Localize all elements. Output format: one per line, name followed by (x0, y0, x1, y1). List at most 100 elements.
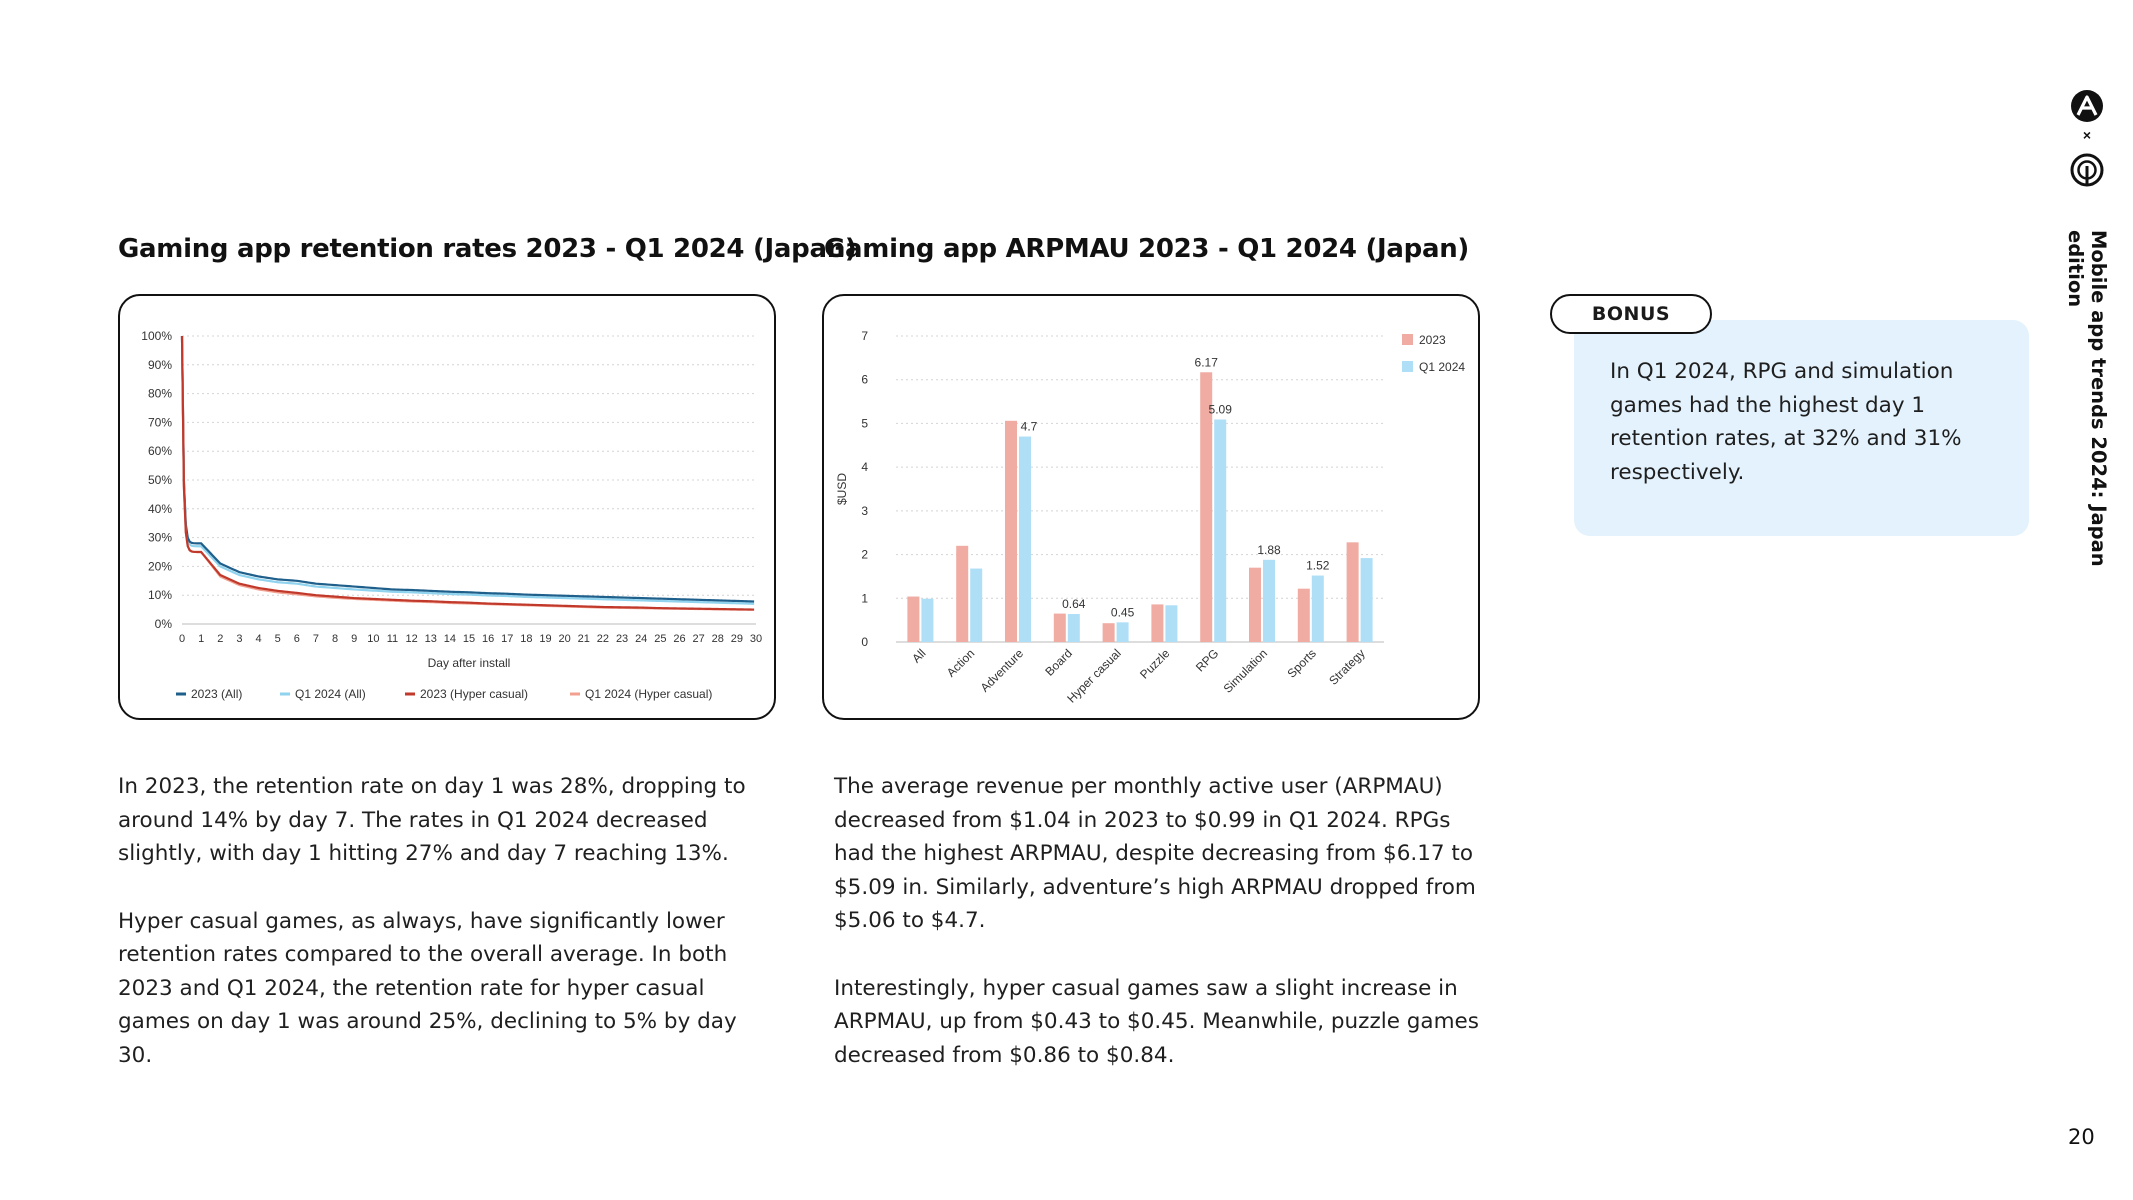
x-tick-label: 28 (712, 633, 724, 645)
legend-label: Q1 2024 (Hyper casual) (585, 687, 712, 701)
x-tick-label: 4 (255, 633, 261, 645)
bar-value-label: 1.52 (1306, 559, 1330, 573)
series-line (180, 335, 755, 611)
bar (1019, 436, 1031, 642)
x-tick-label: 24 (635, 633, 647, 645)
bar-value-label: 0.64 (1062, 597, 1086, 611)
bar-value-label: 0.45 (1111, 605, 1135, 619)
legend-label: 2023 (All) (191, 687, 242, 701)
y-tick-label: 0% (155, 617, 173, 631)
x-tick-label: 14 (444, 633, 456, 645)
x-tick-label: 19 (539, 633, 551, 645)
bar (970, 568, 983, 642)
x-tick-label: 9 (351, 633, 357, 645)
y-tick-label: 90% (148, 358, 172, 372)
x-tick-label: 27 (692, 633, 704, 645)
arpmau-chart-title: Gaming app ARPMAU 2023 - Q1 2024 (Japan) (824, 234, 1470, 264)
bar-value-label: 6.17 (1195, 355, 1219, 369)
x-tick-label: 23 (616, 633, 628, 645)
page-number: 20 (2068, 1125, 2095, 1149)
bar (1165, 605, 1178, 642)
y-tick-label: 80% (148, 387, 172, 401)
x-tick-label: 6 (294, 633, 300, 645)
bar (956, 545, 969, 642)
x-tick-label: Puzzle (1137, 646, 1173, 682)
x-tick-label: Strategy (1326, 646, 1368, 688)
retention-line-chart: 0%10%20%30%40%50%60%70%80%90%100%0 1 2 3 4 5 6… (141, 329, 762, 701)
bar (1102, 623, 1115, 642)
retention-description: In 2023, the retention rate on day 1 was… (118, 770, 768, 1106)
brand-logos: × (2064, 88, 2110, 193)
x-tick-label: 7 (313, 633, 319, 645)
x-tick-label: 11 (387, 633, 398, 645)
x-tick-label: 29 (731, 633, 743, 645)
bar (1200, 372, 1213, 642)
bar-value-label: 1.88 (1257, 543, 1281, 557)
y-tick-label: 30% (148, 531, 172, 545)
x-tick-label: 1 (198, 633, 204, 645)
x-tick-label: 16 (482, 633, 494, 645)
x-tick-label: 2 (217, 633, 223, 645)
bar-value-label: 5.09 (1209, 402, 1233, 416)
adjust-logo-icon (2071, 90, 2103, 122)
x-tick-label: Adventure (978, 646, 1027, 695)
legend-swatch (1402, 361, 1413, 372)
arpmau-bar-chart: 0 1 2 3 4 5 6 7 $USD All Action 4.7 Adventure 0.64 Boa… (835, 329, 1465, 706)
bar (1053, 613, 1066, 642)
x-tick-label: 10 (367, 633, 379, 645)
bar (1346, 542, 1359, 642)
x-tick-label: 22 (597, 633, 609, 645)
arpmau-description: The average revenue per monthly active u… (834, 770, 1484, 1106)
bar (1311, 575, 1324, 642)
bar (1249, 567, 1261, 642)
bonus-badge: BONUS (1550, 294, 1712, 334)
bar (907, 596, 920, 642)
x-tick-label: 20 (559, 633, 571, 645)
y-tick-label: 5 (861, 416, 868, 430)
x-tick-label: 21 (578, 633, 590, 645)
y-tick-label: 60% (148, 444, 172, 458)
partner-logo-icon (2070, 153, 2104, 187)
arpmau-chart-panel: 0 1 2 3 4 5 6 7 $USD All Action 4.7 Adventure 0.64 Boa… (822, 294, 1480, 720)
y-tick-label: 6 (861, 373, 868, 387)
bar (1116, 622, 1129, 642)
bonus-card (1574, 320, 2029, 536)
bar (1360, 558, 1373, 642)
x-tick-label: 18 (520, 633, 532, 645)
y-tick-label: 1 (861, 591, 868, 605)
x-tick-label: 17 (501, 633, 513, 645)
x-tick-label: 0 (179, 633, 185, 645)
retention-chart-panel: 0% 10% 20% 30% 40% 50% 60% 70% 80% 90% 100% 0 1 2 3 4 5 6… (118, 294, 776, 720)
legend-label: Q1 2024 (1419, 360, 1465, 374)
legend-label: 2023 (Hyper casual) (420, 687, 528, 701)
y-tick-label: 7 (861, 329, 868, 343)
x-tick-label: Sports (1284, 646, 1318, 680)
y-tick-label: 50% (148, 473, 172, 487)
x-tick-label: 25 (654, 633, 666, 645)
bar (1005, 420, 1017, 642)
arpmau-paragraph: Interestingly, hyper casual games saw a … (834, 975, 1479, 1068)
y-tick-label: 40% (148, 502, 172, 516)
x-tick-label: 26 (673, 633, 685, 645)
y-tick-label: 10% (148, 588, 172, 602)
bar (1067, 614, 1080, 642)
bar (1151, 604, 1164, 642)
bar (1263, 559, 1275, 642)
bonus-text: In Q1 2024, RPG and simulation games had… (1610, 359, 1962, 485)
bar-value-label: 4.7 (1021, 420, 1038, 434)
x-tick-label: 3 (236, 633, 242, 645)
series-line (180, 335, 755, 611)
x-tick-label: 12 (405, 633, 417, 645)
series-line (180, 335, 755, 603)
report-title-vertical: Mobile app trends 2024: Japan edition (2064, 230, 2110, 567)
x-tick-label: 13 (425, 633, 437, 645)
series-line (180, 335, 755, 605)
y-tick-label: 2 (861, 548, 868, 562)
y-tick-label: 70% (148, 415, 172, 429)
x-tick-label: 30 (750, 633, 762, 645)
x-tick-label: 5 (275, 633, 281, 645)
retention-chart-title: Gaming app retention rates 2023 - Q1 202… (118, 234, 857, 264)
bar (1214, 419, 1227, 642)
arpmau-paragraph: The average revenue per monthly active u… (834, 774, 1476, 933)
x-tick-label: 8 (332, 633, 338, 645)
